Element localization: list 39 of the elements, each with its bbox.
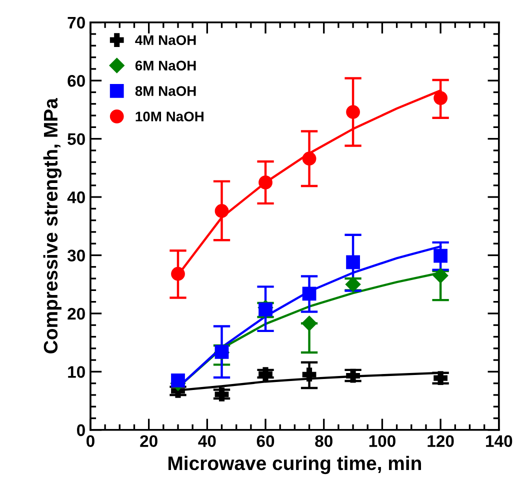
point: [214, 387, 229, 402]
x-tick-label: 40: [198, 435, 216, 448]
legend-label: 8M NaOH: [135, 86, 196, 96]
x-tick-label: 140: [486, 435, 512, 448]
y-tick-label: 10: [68, 366, 85, 378]
legend-label: 6M NaOH: [135, 60, 196, 71]
point: [214, 204, 229, 218]
legend-label: 10M NaOH: [136, 112, 204, 122]
point: [171, 373, 185, 388]
point: [434, 91, 448, 105]
y-tick-label: 60: [68, 74, 85, 87]
point: [434, 371, 448, 386]
point: [346, 368, 360, 383]
y-tick-label: 30: [67, 250, 85, 262]
x-tick-label: 60: [256, 435, 274, 448]
y-tick-label: 40: [67, 191, 85, 204]
point: [432, 268, 448, 284]
x-tick-label: 20: [140, 435, 158, 448]
point: [171, 266, 185, 281]
y-axis-title: Compressive strength, MPa: [43, 98, 62, 354]
point: [302, 286, 316, 301]
point: [302, 368, 316, 382]
point: [258, 176, 272, 190]
y-tick-label: 20: [68, 308, 85, 320]
point: [434, 248, 448, 263]
point: [346, 105, 360, 119]
y-tick-label: 0: [77, 424, 85, 436]
legend-label: 4M NaOH: [135, 35, 196, 46]
point: [346, 255, 360, 270]
point: [302, 316, 317, 331]
x-tick-label: 0: [86, 435, 94, 448]
point: [258, 367, 272, 381]
y-tick-label: 70: [68, 16, 85, 29]
point: [302, 152, 316, 166]
x-tick-label: 80: [315, 435, 332, 448]
x-axis-title: Microwave curing time, min: [168, 456, 421, 474]
x-tick-label: 120: [428, 435, 454, 448]
x-tick-label: 100: [369, 435, 396, 448]
y-tick-label: 50: [68, 133, 85, 146]
